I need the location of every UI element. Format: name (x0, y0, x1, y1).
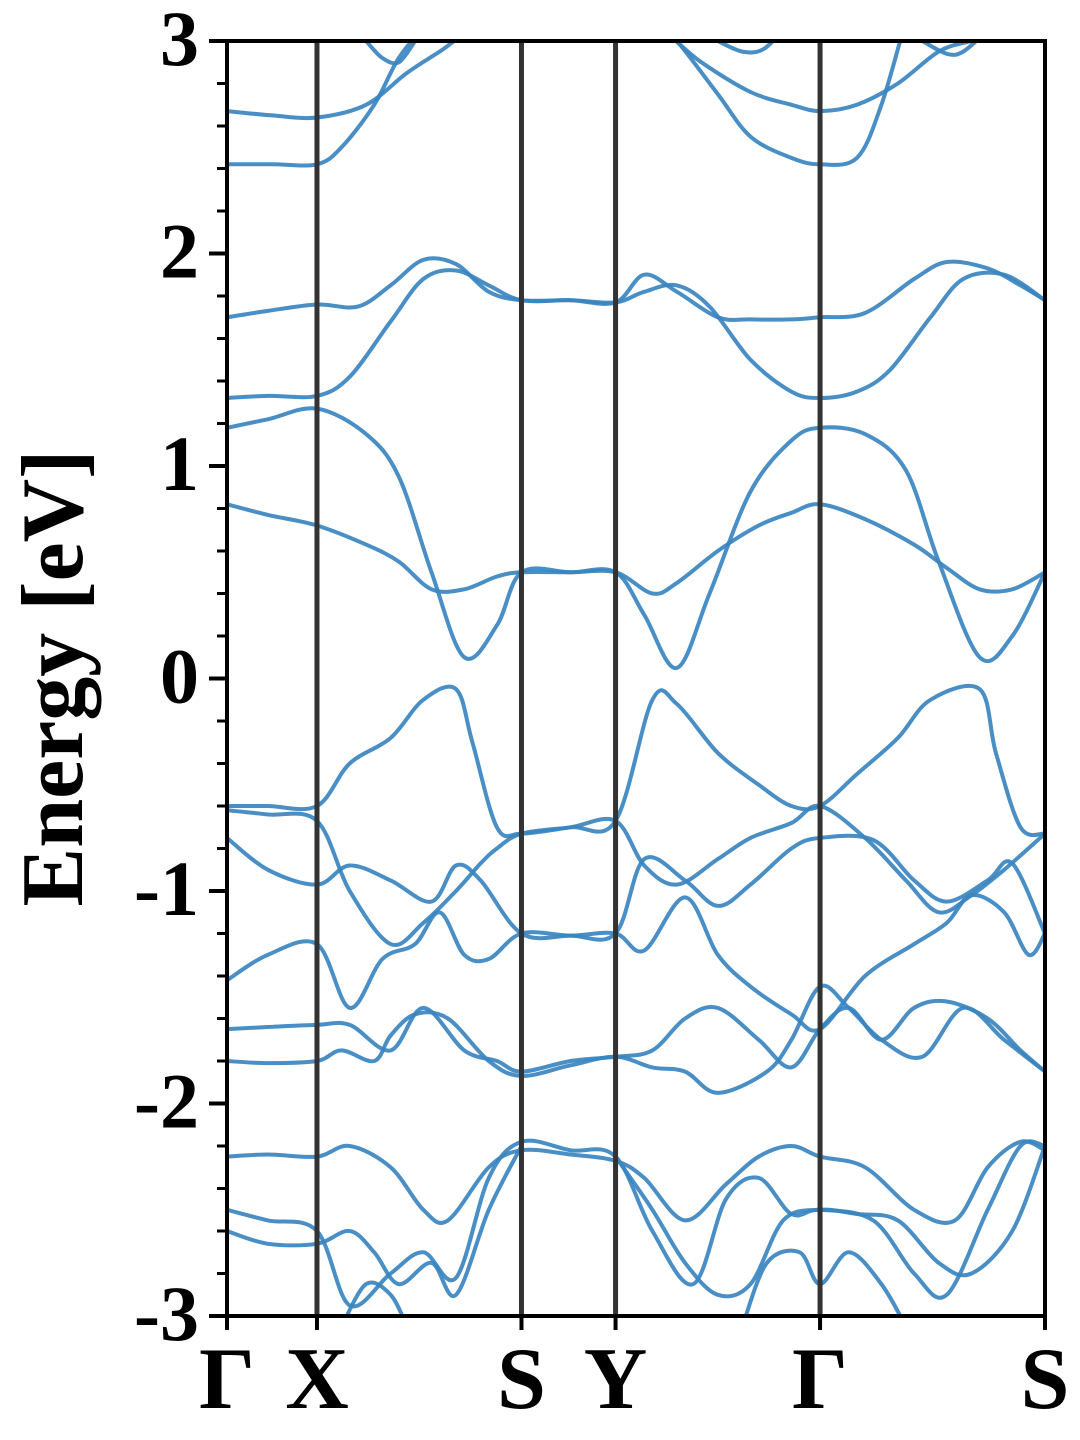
y-ticks: -3 -2 -1 0 1 2 3 (134, 0, 227, 1357)
band-line (227, 998, 1045, 1074)
y-tick-label: 1 (160, 420, 199, 507)
y-tick-label: -3 (134, 1270, 199, 1357)
k-point-label: Y (584, 1331, 648, 1428)
band-line (227, 268, 1045, 400)
band-lines (227, 41, 1045, 1316)
band-line (227, 833, 1045, 942)
band-line (674, 41, 903, 167)
band-line (920, 41, 980, 57)
y-tick-label: -2 (134, 1058, 199, 1145)
band-line (227, 502, 1045, 596)
band-line (227, 983, 1045, 1095)
band-line (227, 1139, 1045, 1225)
plot-frame (225, 39, 1047, 1318)
band-line (227, 893, 1045, 1033)
band-line (364, 41, 418, 66)
band-line (227, 683, 1045, 839)
band-line (344, 1280, 405, 1316)
band-line (227, 256, 1045, 322)
k-point-label: Γ (792, 1331, 848, 1428)
band-line (227, 803, 1045, 948)
band-line (227, 406, 1045, 670)
band-line (227, 1144, 524, 1299)
y-tick-label: 3 (160, 0, 199, 82)
k-point-label: X (285, 1331, 349, 1428)
band-line (715, 41, 776, 55)
y-axis-label: Energy [eV] (5, 450, 102, 907)
y-tick-label: -1 (134, 845, 199, 932)
band-line (227, 41, 415, 168)
k-point-label: Γ (199, 1331, 255, 1428)
k-point-label: S (497, 1331, 546, 1428)
y-tick-label: 2 (160, 208, 199, 295)
k-path-lines (314, 41, 823, 1316)
band-line (227, 1138, 1045, 1309)
axes-frame (225, 39, 1047, 1318)
band-line (227, 41, 980, 121)
k-point-label: S (1021, 1331, 1070, 1428)
y-tick-label: 0 (160, 633, 199, 720)
